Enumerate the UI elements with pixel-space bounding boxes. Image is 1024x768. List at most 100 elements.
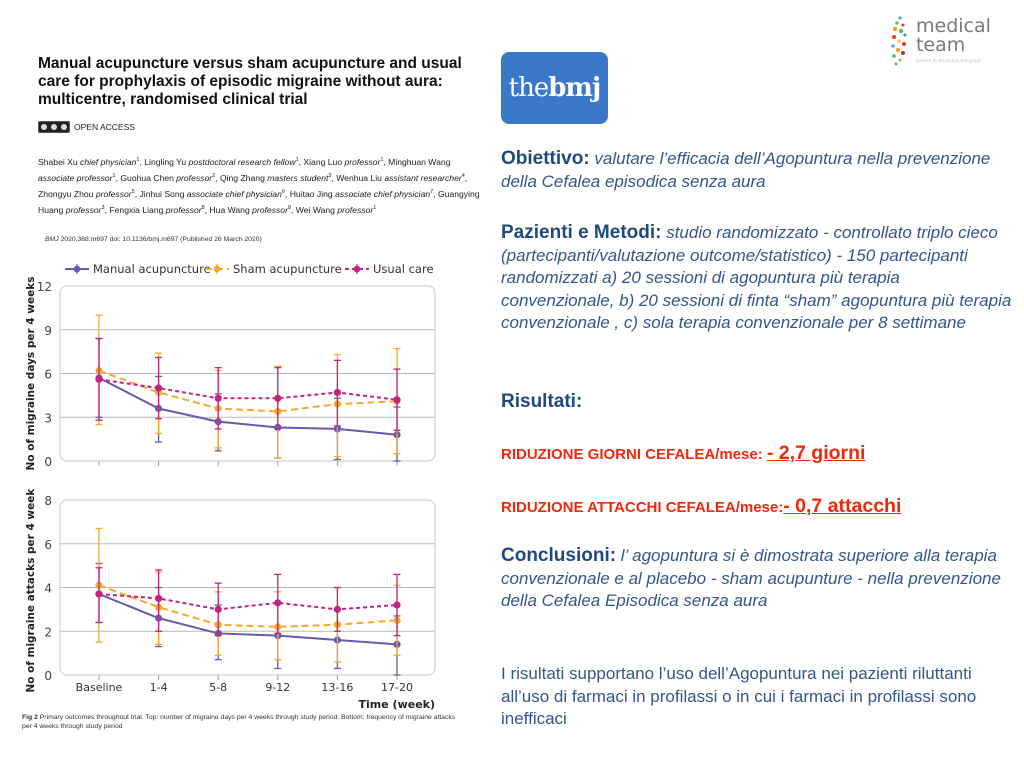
author-name: Guangying Huang [38, 188, 480, 215]
data-point [95, 375, 103, 383]
data-point [393, 396, 401, 404]
objective-section: Obiettivo: valutare l’efficacia dell’Ago… [501, 148, 1016, 193]
methods-text: studio randomizzato - controllato triplo… [501, 223, 1012, 332]
author-name: Huitao Jing [289, 188, 336, 199]
legend-label: Manual acupuncture [93, 262, 211, 276]
author-name: Minghuan Wang [388, 156, 451, 167]
result-days: RIDUZIONE GIORNI CEFALEA/mese: - 2,7 gio… [501, 442, 865, 465]
author-role: associate chief physician [186, 188, 282, 199]
x-axis-label: Time (week) [359, 698, 435, 711]
author-name: Hua Wang [209, 204, 253, 215]
series-line [98, 593, 398, 611]
legend-swatch-marker [73, 265, 81, 273]
legend-item: Manual acupuncture [65, 262, 211, 276]
author-role: assistant researcher [384, 172, 462, 183]
y-axis-label: No of migraine days per 4 weeks [25, 277, 37, 471]
author-role: professor [176, 172, 213, 183]
author-role: chief physician [80, 156, 137, 167]
legend-label: Usual care [373, 262, 434, 276]
series-line [98, 593, 398, 646]
x-tick-label: 5-8 [209, 681, 227, 694]
paper-title: Manual acupuncture versus sham acupunctu… [38, 55, 462, 108]
conclusions-section: Conclusioni: l’ agopuntura si è dimostra… [501, 545, 1016, 613]
medical-team-word-medical: medical [916, 15, 991, 37]
medical-team-tagline: Centro di Medicina Integrata [916, 58, 981, 63]
support-text: I risultati supportano l’uso dell’Agopun… [501, 664, 977, 728]
legend-item: Sham acupuncture [205, 262, 342, 276]
author-role: professor [65, 204, 102, 215]
y-axis-label: No of migraine attacks per 4 weeks [25, 488, 37, 693]
open-access-row: OPEN ACCESS [38, 121, 135, 133]
y-tick-label: 4 [44, 582, 52, 596]
series-line [98, 369, 398, 413]
medical-team-logo: medical team Centro di Medicina Integrat… [888, 14, 1013, 69]
legend-swatch-marker [353, 265, 361, 273]
author-name: Zhongyu Zhou [38, 188, 96, 199]
x-tick-label: 13-16 [321, 681, 353, 694]
bmj-logo-bmj: bmj [548, 73, 601, 103]
objective-text: valutare l’efficacia dell’Agopuntura nel… [501, 149, 991, 191]
y-tick-label: 6 [44, 368, 52, 382]
y-tick-label: 2 [44, 625, 52, 639]
author-role: masters student [267, 172, 329, 183]
results-section: Risultati: [501, 391, 1016, 414]
citation-details: 2020;368:m697 doi: 10.1136/bmj.m697 (Pub… [58, 236, 262, 243]
data-point [214, 394, 222, 402]
results-heading: Risultati: [501, 391, 583, 412]
author-affiliation: 1 [136, 157, 140, 163]
author-affiliation: 1 [373, 204, 377, 211]
x-tick-label: 1-4 [150, 681, 168, 694]
y-tick-label: 12 [37, 280, 52, 294]
result-attacks-label: RIDUZIONE ATTACCHI CEFALEA/mese: [501, 499, 784, 516]
author-affiliation: 1 [380, 157, 384, 163]
result-attacks-value: - 0,7 attacchi [783, 495, 902, 517]
x-tick-label: 17-20 [381, 681, 413, 694]
conclusions-text: l’ agopuntura si è dimostrata superiore … [501, 546, 1001, 610]
data-point [274, 394, 282, 402]
objective-heading: Obiettivo: [501, 148, 590, 169]
author-affiliation: 3 [101, 204, 105, 211]
author-name: Qing Zhang [219, 172, 268, 183]
bmj-logo: the bmj [501, 52, 608, 124]
author-affiliation: 8 [201, 204, 205, 211]
result-days-value: - 2,7 giorni [766, 442, 866, 464]
y-tick-label: 3 [44, 411, 52, 425]
author-name: Guohua Chen [120, 172, 177, 183]
bmj-logo-the: the [508, 73, 550, 103]
author-role: professor [344, 156, 381, 167]
data-point [333, 605, 341, 613]
y-tick-label: 8 [44, 494, 52, 508]
methods-section: Pazienti e Metodi: studio randomizzato -… [501, 222, 1016, 335]
medical-team-dots-icon [891, 16, 907, 66]
author-affiliation: 2 [212, 172, 216, 179]
author-role: postdoctoral research fellow [188, 156, 296, 167]
conclusions-heading: Conclusioni: [501, 545, 617, 566]
data-point [95, 590, 103, 598]
open-access-label: OPEN ACCESS [74, 122, 135, 132]
series-usual-care [95, 567, 401, 637]
data-point [155, 384, 163, 392]
author-role: professor [165, 204, 202, 215]
author-name: Shabei Xu [38, 156, 81, 167]
series-line [98, 376, 398, 436]
author-name: Fengxia Liang [109, 204, 166, 215]
author-name: Wei Wang [295, 204, 338, 215]
legend-swatch-marker [213, 265, 221, 273]
figure-label: Fig 2 [22, 714, 38, 721]
y-tick-label: 6 [44, 538, 52, 552]
series-line [98, 584, 398, 628]
y-tick-label: 0 [44, 669, 52, 683]
author-role: professor [252, 204, 288, 215]
methods-heading: Pazienti e Metodi: [501, 222, 662, 243]
y-tick-label: 9 [44, 324, 52, 338]
author-affiliation: 6 [281, 188, 285, 195]
author-name: Lingling Yu [144, 156, 189, 167]
x-tick-label: Baseline [76, 681, 123, 694]
data-point [274, 599, 282, 607]
creative-commons-icon [38, 121, 70, 133]
author-affiliation: 3 [328, 172, 332, 179]
author-role: associate chief physician [335, 188, 431, 199]
author-affiliation: 5 [131, 188, 135, 195]
author-name: Jinhui Song [139, 188, 187, 199]
author-list: Shabei Xu chief physician1, Lingling Yu … [38, 156, 480, 215]
